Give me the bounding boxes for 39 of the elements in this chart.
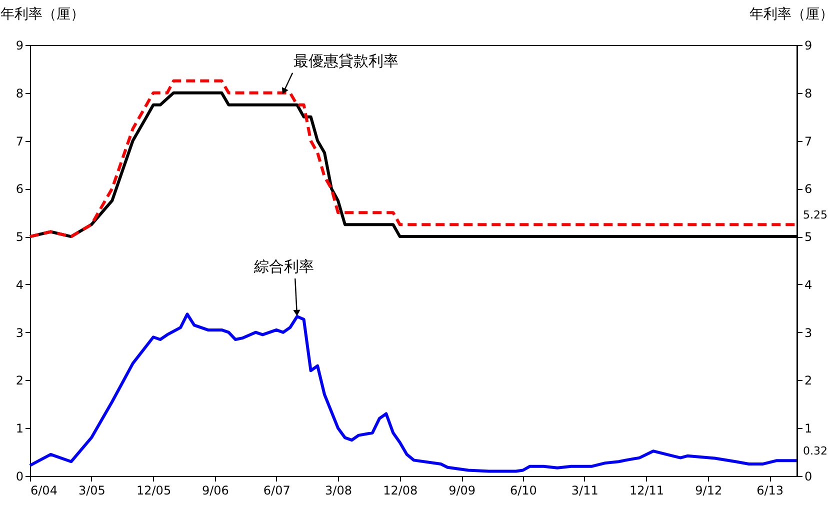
annotation: 綜合利率 [253,258,314,276]
annotation: 最優惠貸款利率 [294,52,399,70]
y2-axis-title: 年利率（厘） [750,6,833,22]
y2-tick-label: 1 [804,422,812,436]
y2-tick-label: 3 [804,326,812,340]
x-tick-label: 12/08 [383,484,418,498]
x-tick-label: 9/06 [202,484,229,498]
y-tick-label: 4 [16,278,24,292]
x-tick-label: 12/05 [136,484,172,498]
y-tick-label: 6 [16,182,24,196]
y2-tick-label: 5 [804,230,812,244]
y-tick-label: 2 [16,374,24,388]
y-tick-label: 5 [16,230,24,244]
y2-tick-label: 2 [804,374,812,388]
x-tick-label: 9/09 [448,484,476,498]
x-tick-label: 3/11 [571,484,598,498]
y-tick-label: 9 [16,38,24,52]
data-label: 0.32 [803,444,828,458]
x-tick-label: 12/11 [629,484,664,498]
y-axis-title: 年利率（厘） [0,6,84,22]
y2-tick-label: 0 [804,470,812,484]
y-tick-label: 0 [16,470,24,484]
data-label: 5.25 [803,208,828,222]
y2-tick-label: 6 [804,182,812,196]
y2-tick-label: 8 [804,86,812,100]
x-tick-label: 9/12 [695,484,722,498]
y2-tick-label: 9 [804,38,812,52]
x-tick-label: 6/13 [756,484,784,498]
y2-tick-label: 4 [804,278,812,292]
x-tick-label: 3/05 [78,484,106,498]
x-tick-label: 6/10 [510,484,537,498]
y-tick-label: 8 [16,86,24,100]
x-tick-label: 6/04 [30,484,58,498]
x-tick-label: 6/07 [263,484,290,498]
x-tick-label: 3/08 [325,484,352,498]
y-tick-label: 1 [16,422,24,436]
y-tick-label: 3 [16,326,24,340]
y2-tick-label: 7 [804,134,812,148]
y-tick-label: 7 [16,134,24,148]
